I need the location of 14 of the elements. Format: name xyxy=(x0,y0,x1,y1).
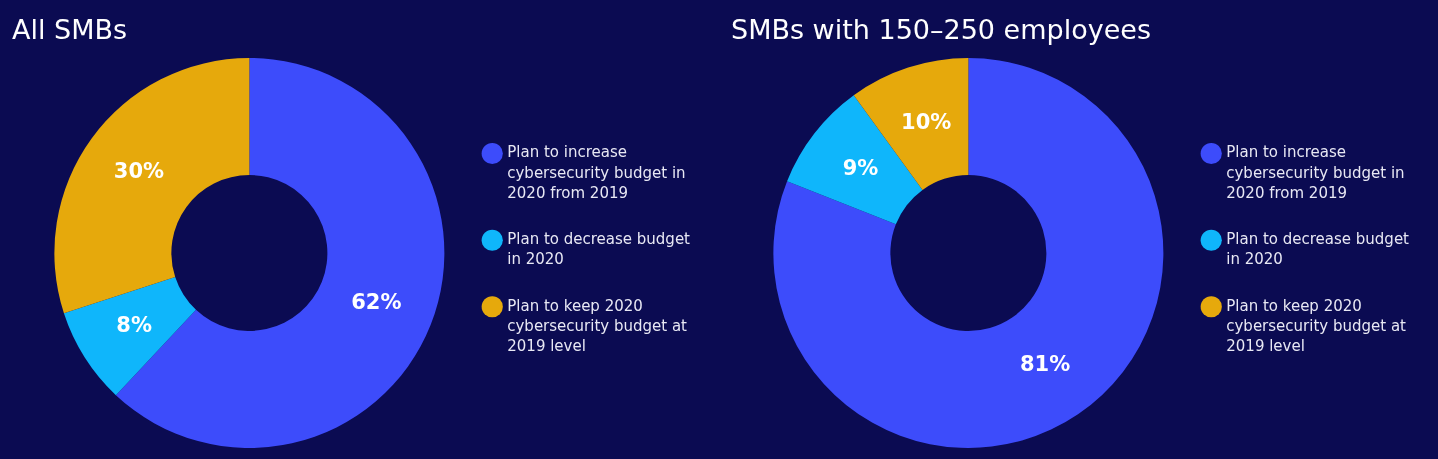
data-label: 9% xyxy=(842,155,879,180)
legend-label: Plan to keep 2020 cybersecurity budget at 2019 level xyxy=(1226,296,1407,356)
data-label: 30% xyxy=(113,159,165,184)
data-label: 10% xyxy=(901,109,952,134)
data-label: 62% xyxy=(351,289,402,314)
legend-label: Plan to keep 2020 cybersecurity budget at 2019 level xyxy=(507,296,688,356)
data-label: 8% xyxy=(116,312,152,337)
chart-title: SMBs with 150–250 employees xyxy=(731,14,1151,45)
legend-label: Plan to increase cybersecurity budget in 2020 from 2019 xyxy=(507,143,686,202)
chart-title: All SMBs xyxy=(12,14,128,45)
legend-label: Plan to decrease budget in 2020 xyxy=(1226,230,1410,269)
data-label: 81% xyxy=(1019,352,1071,377)
legend-label: Plan to increase cybersecurity budget in 2020 from 2019 xyxy=(1226,143,1405,202)
legend-label: Plan to decrease budget in 2020 xyxy=(507,230,691,269)
